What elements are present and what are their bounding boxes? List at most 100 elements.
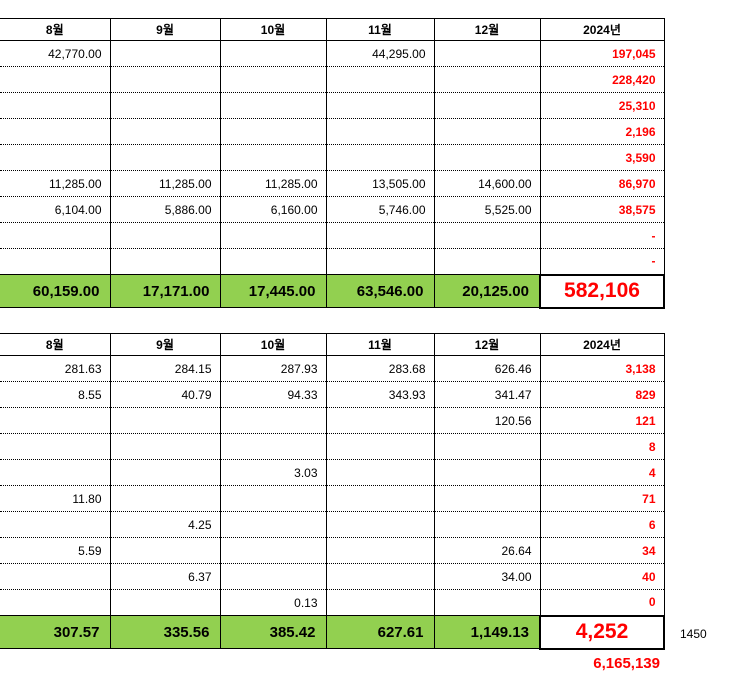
month-cell[interactable]	[109, 222, 221, 249]
month-cell[interactable]	[325, 222, 435, 249]
year-total-cell[interactable]: 38,575	[539, 196, 665, 223]
year-total-cell[interactable]: 3,138	[539, 355, 665, 382]
year-total-cell[interactable]: 4	[539, 459, 665, 486]
month-cell[interactable]: 26.64	[433, 537, 541, 564]
month-cell[interactable]	[0, 589, 111, 616]
month-cell[interactable]	[219, 407, 327, 434]
month-cell[interactable]	[0, 459, 111, 486]
month-cell[interactable]	[325, 433, 435, 460]
month-cell[interactable]: 14,600.00	[433, 170, 541, 197]
year-total-cell[interactable]: 121	[539, 407, 665, 434]
month-cell[interactable]	[109, 407, 221, 434]
month-total-cell[interactable]: 627.61	[325, 615, 435, 649]
year-total-cell[interactable]: 829	[539, 381, 665, 408]
year-total-cell[interactable]: -	[539, 222, 665, 249]
month-cell[interactable]: 5.59	[0, 537, 111, 564]
month-cell[interactable]: 6,104.00	[0, 196, 111, 223]
year-total-cell[interactable]: 0	[539, 589, 665, 616]
month-cell[interactable]	[433, 222, 541, 249]
month-cell[interactable]: 5,886.00	[109, 196, 221, 223]
month-total-cell[interactable]: 1,149.13	[433, 615, 541, 649]
month-total-cell[interactable]: 63,546.00	[325, 274, 435, 308]
month-cell[interactable]	[433, 511, 541, 538]
month-cell[interactable]: 8.55	[0, 381, 111, 408]
grand-total-cell[interactable]: 4,252	[539, 614, 665, 650]
month-cell[interactable]	[325, 66, 435, 93]
month-cell[interactable]: 6,160.00	[219, 196, 327, 223]
month-cell[interactable]: 40.79	[109, 381, 221, 408]
month-cell[interactable]: 44,295.00	[325, 40, 435, 67]
month-cell[interactable]	[433, 40, 541, 67]
month-total-cell[interactable]: 17,445.00	[219, 274, 327, 308]
month-cell[interactable]	[433, 118, 541, 145]
month-cell[interactable]	[0, 433, 111, 460]
month-cell[interactable]: 5,746.00	[325, 196, 435, 223]
month-cell[interactable]	[0, 563, 111, 590]
month-cell[interactable]	[0, 511, 111, 538]
month-cell[interactable]	[219, 118, 327, 145]
month-cell[interactable]	[325, 92, 435, 119]
month-cell[interactable]	[0, 248, 111, 275]
month-cell[interactable]: 13,505.00	[325, 170, 435, 197]
year-total-cell[interactable]: -	[539, 248, 665, 275]
month-cell[interactable]	[325, 459, 435, 486]
month-cell[interactable]: 626.46	[433, 355, 541, 382]
year-total-cell[interactable]: 2,196	[539, 118, 665, 145]
month-cell[interactable]	[109, 144, 221, 171]
month-cell[interactable]	[0, 118, 111, 145]
month-cell[interactable]	[433, 459, 541, 486]
month-cell[interactable]	[219, 485, 327, 512]
month-cell[interactable]	[433, 485, 541, 512]
month-cell[interactable]	[433, 248, 541, 275]
month-cell[interactable]: 343.93	[325, 381, 435, 408]
month-cell[interactable]	[219, 433, 327, 460]
month-cell[interactable]: 4.25	[109, 511, 221, 538]
month-cell[interactable]: 341.47	[433, 381, 541, 408]
month-cell[interactable]: 284.15	[109, 355, 221, 382]
month-cell[interactable]	[325, 563, 435, 590]
month-cell[interactable]	[109, 433, 221, 460]
month-cell[interactable]: 5,525.00	[433, 196, 541, 223]
month-cell[interactable]: 287.93	[219, 355, 327, 382]
year-total-cell[interactable]: 34	[539, 537, 665, 564]
month-cell[interactable]	[109, 459, 221, 486]
month-cell[interactable]	[219, 66, 327, 93]
year-total-cell[interactable]: 8	[539, 433, 665, 460]
month-cell[interactable]: 94.33	[219, 381, 327, 408]
year-total-cell[interactable]: 25,310	[539, 92, 665, 119]
month-cell[interactable]	[219, 222, 327, 249]
month-cell[interactable]: 11.80	[0, 485, 111, 512]
month-cell[interactable]	[433, 92, 541, 119]
month-total-cell[interactable]: 307.57	[0, 615, 111, 649]
year-total-cell[interactable]: 71	[539, 485, 665, 512]
month-total-cell[interactable]: 20,125.00	[433, 274, 541, 308]
month-cell[interactable]	[325, 248, 435, 275]
month-cell[interactable]: 281.63	[0, 355, 111, 382]
month-cell[interactable]	[109, 92, 221, 119]
month-cell[interactable]: 11,285.00	[219, 170, 327, 197]
month-total-cell[interactable]: 17,171.00	[109, 274, 221, 308]
year-total-cell[interactable]: 197,045	[539, 40, 665, 67]
month-cell[interactable]: 120.56	[433, 407, 541, 434]
month-cell[interactable]	[325, 407, 435, 434]
month-cell[interactable]	[433, 144, 541, 171]
month-cell[interactable]	[109, 40, 221, 67]
month-cell[interactable]: 6.37	[109, 563, 221, 590]
month-cell[interactable]	[0, 92, 111, 119]
month-cell[interactable]	[109, 118, 221, 145]
month-cell[interactable]: 34.00	[433, 563, 541, 590]
month-cell[interactable]	[0, 407, 111, 434]
month-cell[interactable]: 42,770.00	[0, 40, 111, 67]
month-cell[interactable]	[0, 144, 111, 171]
month-cell[interactable]	[109, 589, 221, 616]
month-cell[interactable]	[109, 485, 221, 512]
month-cell[interactable]	[325, 118, 435, 145]
month-cell[interactable]	[219, 563, 327, 590]
month-total-cell[interactable]: 60,159.00	[0, 274, 111, 308]
year-total-cell[interactable]: 6	[539, 511, 665, 538]
month-cell[interactable]	[109, 66, 221, 93]
month-cell[interactable]	[325, 511, 435, 538]
month-cell[interactable]	[109, 537, 221, 564]
month-cell[interactable]	[325, 589, 435, 616]
grand-total-cell[interactable]: 582,106	[539, 273, 665, 309]
